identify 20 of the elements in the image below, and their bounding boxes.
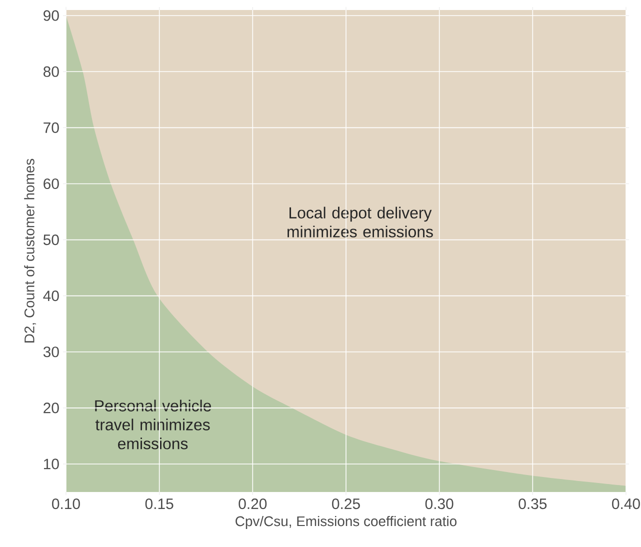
y-axis-title: D2, Count of customer homes (24, 158, 36, 342)
x-tick-label: 0.20 (238, 498, 267, 510)
y-tick-label: 40 (43, 290, 59, 302)
y-tick-label: 50 (43, 234, 59, 246)
y-tick-label: 20 (44, 402, 59, 414)
y-tick-label: 60 (44, 178, 59, 190)
x-tick-label: 0.40 (612, 498, 640, 510)
y-tick-label: 10 (44, 458, 59, 470)
annotation: Personal vehicle travel minimizes emissions (95, 400, 211, 450)
y-tick-label: 90 (44, 10, 59, 21)
x-tick-label: 0.10 (52, 498, 80, 510)
x-tick-label: 0.25 (332, 498, 360, 510)
x-tick-label: 0.15 (145, 498, 174, 510)
y-tick-label: 70 (44, 122, 59, 133)
x-axis-title: Cpv/Csu, Emissions coefficient ratio (236, 516, 456, 529)
y-tick-label: 80 (44, 66, 59, 77)
x-tick-label: 0.30 (425, 498, 454, 510)
x-tick-label: 0.35 (518, 498, 547, 510)
y-tick-label: 30 (43, 346, 59, 358)
annotation: Local depot delivery minimizes emissions (288, 206, 433, 238)
